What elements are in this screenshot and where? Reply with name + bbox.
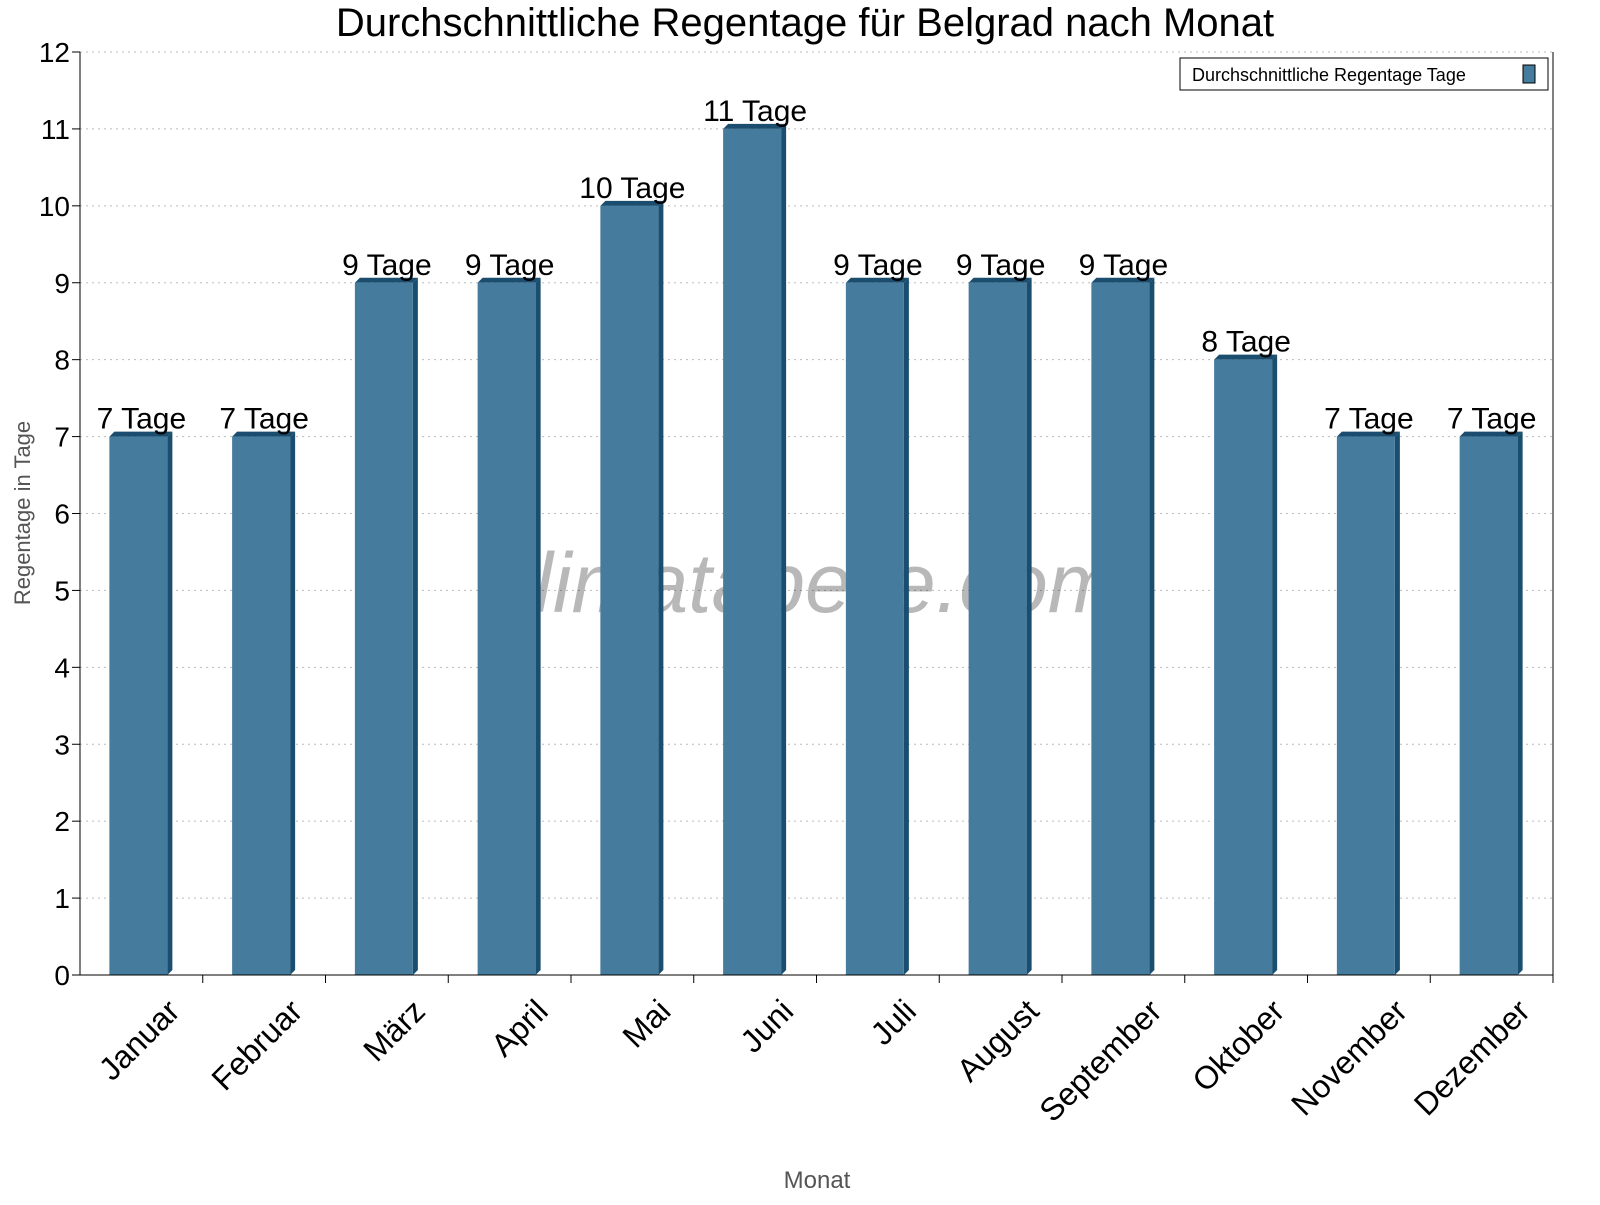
- bar-top: [477, 277, 541, 283]
- x-tick-label: Oktober: [1185, 992, 1291, 1098]
- bar: [232, 436, 291, 975]
- y-tick-label: 10: [39, 191, 70, 222]
- bar: [1336, 436, 1395, 975]
- legend-swatch: [1522, 64, 1536, 84]
- bar-side: [1394, 431, 1400, 975]
- bar-side: [903, 277, 909, 975]
- y-tick-label: 1: [54, 883, 70, 914]
- x-tick-label: März: [356, 993, 432, 1069]
- bar-top: [1459, 431, 1523, 437]
- data-label: 9 Tage: [465, 249, 555, 282]
- y-tick-label: 5: [54, 575, 70, 606]
- x-tick-label: Februar: [204, 992, 309, 1097]
- bar-side: [412, 277, 418, 975]
- x-tick-label: September: [1032, 992, 1168, 1128]
- bar: [845, 282, 904, 975]
- data-label: 9 Tage: [1079, 249, 1169, 282]
- y-tick-label: 9: [54, 268, 70, 299]
- y-tick-label: 2: [54, 806, 70, 837]
- bar: [354, 282, 413, 975]
- y-tick-label: 6: [54, 499, 70, 530]
- data-label: 10 Tage: [579, 172, 685, 205]
- x-tick-label: Dezember: [1407, 992, 1537, 1122]
- bar: [477, 282, 536, 975]
- bar: [1214, 359, 1273, 976]
- bar-side: [167, 431, 173, 975]
- data-label: 7 Tage: [219, 403, 309, 436]
- x-axis-label: Monat: [784, 1167, 851, 1194]
- x-tick-label: Januar: [92, 992, 187, 1087]
- bar-top: [354, 277, 418, 283]
- bar-side: [1517, 431, 1523, 975]
- legend-label: Durchschnittliche Regentage Tage: [1192, 65, 1466, 85]
- bar-top: [232, 431, 296, 437]
- bar-side: [781, 123, 787, 975]
- bar: [1091, 282, 1150, 975]
- data-label: 9 Tage: [342, 249, 432, 282]
- bar: [723, 128, 782, 975]
- bar-top: [600, 200, 664, 206]
- y-tick-label: 0: [54, 960, 70, 991]
- data-label: 9 Tage: [833, 249, 923, 282]
- y-axis-label: Regentage in Tage: [10, 421, 35, 605]
- bar-top: [1091, 277, 1155, 283]
- data-label: 8 Tage: [1201, 326, 1291, 359]
- bar-side: [658, 200, 664, 976]
- bar-top: [845, 277, 909, 283]
- bar-side: [1272, 354, 1278, 976]
- bar: [1459, 436, 1518, 975]
- y-tick-label: 4: [54, 652, 70, 683]
- data-label: 7 Tage: [1324, 403, 1414, 436]
- chart-title: Durchschnittliche Regentage für Belgrad …: [336, 1, 1274, 45]
- legend-box: [1179, 57, 1549, 91]
- data-label: 9 Tage: [956, 249, 1046, 282]
- x-tick-label: Juli: [864, 993, 923, 1052]
- bar: [109, 436, 168, 975]
- x-tick-label: Juni: [733, 993, 800, 1060]
- bar-side: [1026, 277, 1032, 975]
- bar-side: [1149, 277, 1155, 975]
- data-label: 7 Tage: [1447, 403, 1537, 436]
- bar-top: [1336, 431, 1400, 437]
- bar-top: [723, 123, 787, 129]
- bar-top: [968, 277, 1032, 283]
- bar-side: [290, 431, 296, 975]
- y-tick-label: 12: [39, 37, 70, 68]
- y-tick-label: 8: [54, 345, 70, 376]
- data-label: 11 Tage: [703, 95, 807, 128]
- bar-side: [535, 277, 541, 975]
- x-tick-label: April: [484, 993, 555, 1064]
- bar: [968, 282, 1027, 975]
- y-tick-label: 7: [54, 422, 70, 453]
- bar-top: [1214, 354, 1278, 360]
- y-tick-label: 3: [54, 729, 70, 760]
- bar-top: [109, 431, 173, 437]
- legend: Durchschnittliche Regentage Tage: [1179, 57, 1549, 91]
- x-tick-label: November: [1284, 992, 1414, 1122]
- y-tick-label: 11: [41, 114, 70, 145]
- x-tick-label: August: [950, 993, 1046, 1089]
- data-label: 7 Tage: [97, 403, 187, 436]
- bar: [600, 205, 659, 976]
- x-tick-label: Mai: [616, 993, 678, 1055]
